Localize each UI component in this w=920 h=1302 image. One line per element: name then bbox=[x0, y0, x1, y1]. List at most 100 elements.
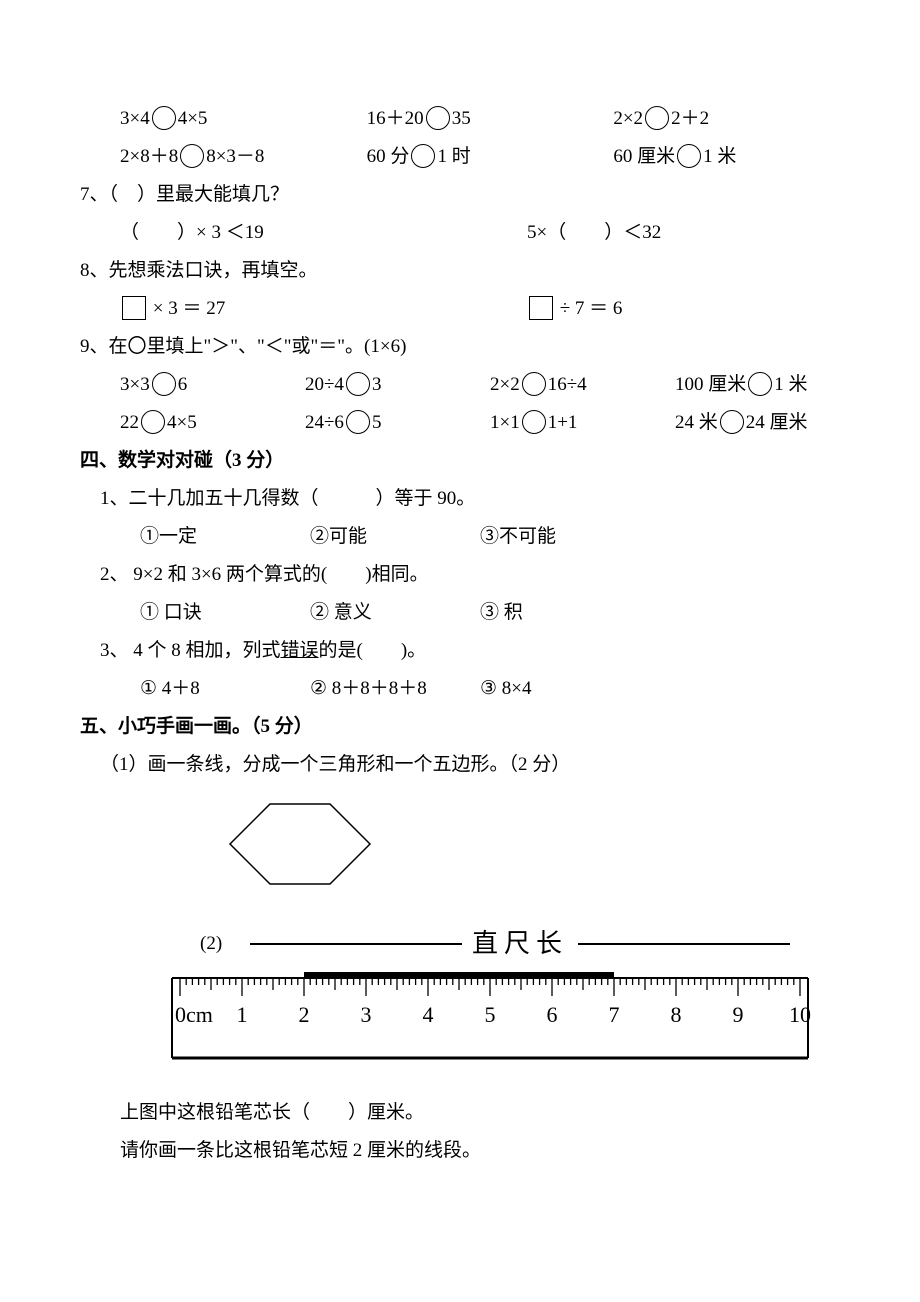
s4-q2-opt3[interactable]: ③ 积 bbox=[480, 594, 650, 632]
s5-line1: 上图中这根铅笔芯长（ ）厘米。 bbox=[80, 1094, 860, 1132]
hr-left bbox=[250, 943, 462, 945]
compare-circle[interactable] bbox=[411, 144, 435, 168]
q8-title: 8、先想乘法口诀，再填空。 bbox=[80, 252, 860, 290]
blank-square[interactable] bbox=[529, 296, 553, 320]
q9-3-right: 1 米 bbox=[774, 374, 807, 395]
q9-7-left: 24 米 bbox=[675, 412, 718, 433]
ruler-svg-wrap: 0cm12345678910 bbox=[80, 970, 860, 1074]
q6-5-right: 1 米 bbox=[703, 146, 736, 167]
compare-circle[interactable] bbox=[152, 106, 176, 130]
s4-q1-opt2[interactable]: ②可能 bbox=[310, 518, 480, 556]
q9-6-left: 1×1 bbox=[490, 412, 520, 433]
compare-circle[interactable] bbox=[180, 144, 204, 168]
q6-item-1: 16＋20 35 bbox=[367, 100, 614, 138]
q9-row2: 22 4×5 24÷6 5 1×11+1 24 米24 厘米 bbox=[80, 404, 860, 442]
q9-1-right: 3 bbox=[372, 374, 382, 395]
q9-5-left: 24÷6 bbox=[305, 412, 344, 433]
q9-item-1: 20÷4 3 bbox=[305, 366, 490, 404]
compare-circle[interactable] bbox=[141, 410, 165, 434]
section4-heading: 四、数学对对碰（3 分） bbox=[80, 442, 860, 480]
svg-text:7: 7 bbox=[609, 1002, 620, 1027]
q8-a: × 3 ＝ 27 bbox=[120, 290, 527, 328]
svg-text:1: 1 bbox=[237, 1002, 248, 1027]
compare-circle[interactable] bbox=[748, 372, 772, 396]
compare-circle[interactable] bbox=[426, 106, 450, 130]
q8-row: × 3 ＝ 27 ÷ 7 ＝ 6 bbox=[80, 290, 860, 328]
q7-title: 7、（ ）里最大能填几？ bbox=[80, 176, 860, 214]
q9-4-left: 22 bbox=[120, 412, 139, 433]
q9-item-7: 24 米24 厘米 bbox=[675, 404, 860, 442]
q6-4-right: 1 时 bbox=[437, 146, 470, 167]
q6-row1: 3×4 4×5 16＋20 35 2×22＋2 bbox=[80, 100, 860, 138]
q6-item-3: 2×8＋8 8×3－8 bbox=[120, 138, 367, 176]
q9-0-right: 6 bbox=[178, 374, 188, 395]
compare-circle[interactable] bbox=[346, 372, 370, 396]
s5-q2-label: (2) bbox=[200, 925, 240, 963]
q9-3-left: 100 厘米 bbox=[675, 374, 746, 395]
blank-square[interactable] bbox=[122, 296, 146, 320]
compare-circle[interactable] bbox=[152, 372, 176, 396]
q9-item-6: 1×11+1 bbox=[490, 404, 675, 442]
q6-1-right: 35 bbox=[452, 108, 471, 129]
q9-0-left: 3×3 bbox=[120, 374, 150, 395]
q9-4-right: 4×5 bbox=[167, 412, 197, 433]
compare-circle[interactable] bbox=[645, 106, 669, 130]
svg-text:8: 8 bbox=[671, 1002, 682, 1027]
q6-0-left: 3×4 bbox=[120, 108, 150, 129]
compare-circle[interactable] bbox=[346, 410, 370, 434]
s4-q3-opt2[interactable]: ② 8＋8＋8＋8 bbox=[310, 670, 480, 708]
compare-circle[interactable] bbox=[720, 410, 744, 434]
hr-right bbox=[578, 943, 790, 945]
svg-text:5: 5 bbox=[485, 1002, 496, 1027]
ruler-title-row: (2) 直尺长 bbox=[80, 918, 860, 970]
q9-row1: 3×3 6 20÷4 3 2×2 16÷4 100 厘米 1 米 bbox=[80, 366, 860, 404]
s4-q2-opts: ① 口诀 ② 意义 ③ 积 bbox=[80, 594, 860, 632]
q9-item-3: 100 厘米 1 米 bbox=[675, 366, 860, 404]
s4-q3-opts: ① 4＋8 ② 8＋8＋8＋8 ③ 8×4 bbox=[80, 670, 860, 708]
q8-a-suffix: × 3 ＝ 27 bbox=[153, 298, 225, 319]
s4-q3: 3、 4 个 8 相加，列式错误的是( )。 bbox=[80, 632, 860, 670]
q6-3-left: 2×8＋8 bbox=[120, 146, 178, 167]
svg-text:4: 4 bbox=[423, 1002, 434, 1027]
q9-1-left: 20÷4 bbox=[305, 374, 344, 395]
svg-text:3: 3 bbox=[361, 1002, 372, 1027]
s4-q3-opt3[interactable]: ③ 8×4 bbox=[480, 670, 650, 708]
q9-item-0: 3×3 6 bbox=[120, 366, 305, 404]
q6-item-4: 60 分1 时 bbox=[367, 138, 614, 176]
q6-5-left: 60 厘米 bbox=[613, 146, 675, 167]
ruler-svg: 0cm12345678910 bbox=[160, 970, 820, 1060]
ruler-block: (2) 直尺长 0cm12345678910 bbox=[80, 918, 860, 1074]
compare-circle[interactable] bbox=[677, 144, 701, 168]
hexagon-shape bbox=[220, 794, 860, 908]
svg-text:0cm: 0cm bbox=[175, 1002, 213, 1027]
q6-2-right: 2＋2 bbox=[671, 108, 709, 129]
s4-q2: 2、 9×2 和 3×6 两个算式的( )相同。 bbox=[80, 556, 860, 594]
s4-q3-post: 的是( )。 bbox=[319, 640, 427, 661]
q6-3-right: 8×3－8 bbox=[206, 146, 264, 167]
q9-item-5: 24÷6 5 bbox=[305, 404, 490, 442]
q6-0-right: 4×5 bbox=[178, 108, 208, 129]
svg-text:2: 2 bbox=[299, 1002, 310, 1027]
q9-2-right: 16÷4 bbox=[548, 374, 587, 395]
s4-q2-opt1[interactable]: ① 口诀 bbox=[140, 594, 310, 632]
q7-a: （ ）× 3 ＜19 bbox=[120, 214, 527, 252]
compare-circle[interactable] bbox=[522, 372, 546, 396]
s4-q2-opt2[interactable]: ② 意义 bbox=[310, 594, 480, 632]
q6-1-left: 16＋20 bbox=[367, 108, 424, 129]
q9-5-right: 5 bbox=[372, 412, 382, 433]
s4-q1-opts: ①一定 ②可能 ③不可能 bbox=[80, 518, 860, 556]
q6-item-0: 3×4 4×5 bbox=[120, 100, 367, 138]
s4-q1-opt3[interactable]: ③不可能 bbox=[480, 518, 650, 556]
s4-q3-err: 错误 bbox=[281, 640, 319, 661]
q9-item-2: 2×2 16÷4 bbox=[490, 366, 675, 404]
q6-item-2: 2×22＋2 bbox=[613, 100, 860, 138]
q7-b: 5×（ ）＜32 bbox=[527, 214, 860, 252]
s4-q3-opt1[interactable]: ① 4＋8 bbox=[140, 670, 310, 708]
compare-circle[interactable] bbox=[522, 410, 546, 434]
s4-q1-opt1[interactable]: ①一定 bbox=[140, 518, 310, 556]
svg-text:9: 9 bbox=[733, 1002, 744, 1027]
q8-b: ÷ 7 ＝ 6 bbox=[527, 290, 860, 328]
q7-row: （ ）× 3 ＜19 5×（ ）＜32 bbox=[80, 214, 860, 252]
section5-heading: 五、小巧手画一画。（5 分） bbox=[80, 708, 860, 746]
q9-2-left: 2×2 bbox=[490, 374, 520, 395]
